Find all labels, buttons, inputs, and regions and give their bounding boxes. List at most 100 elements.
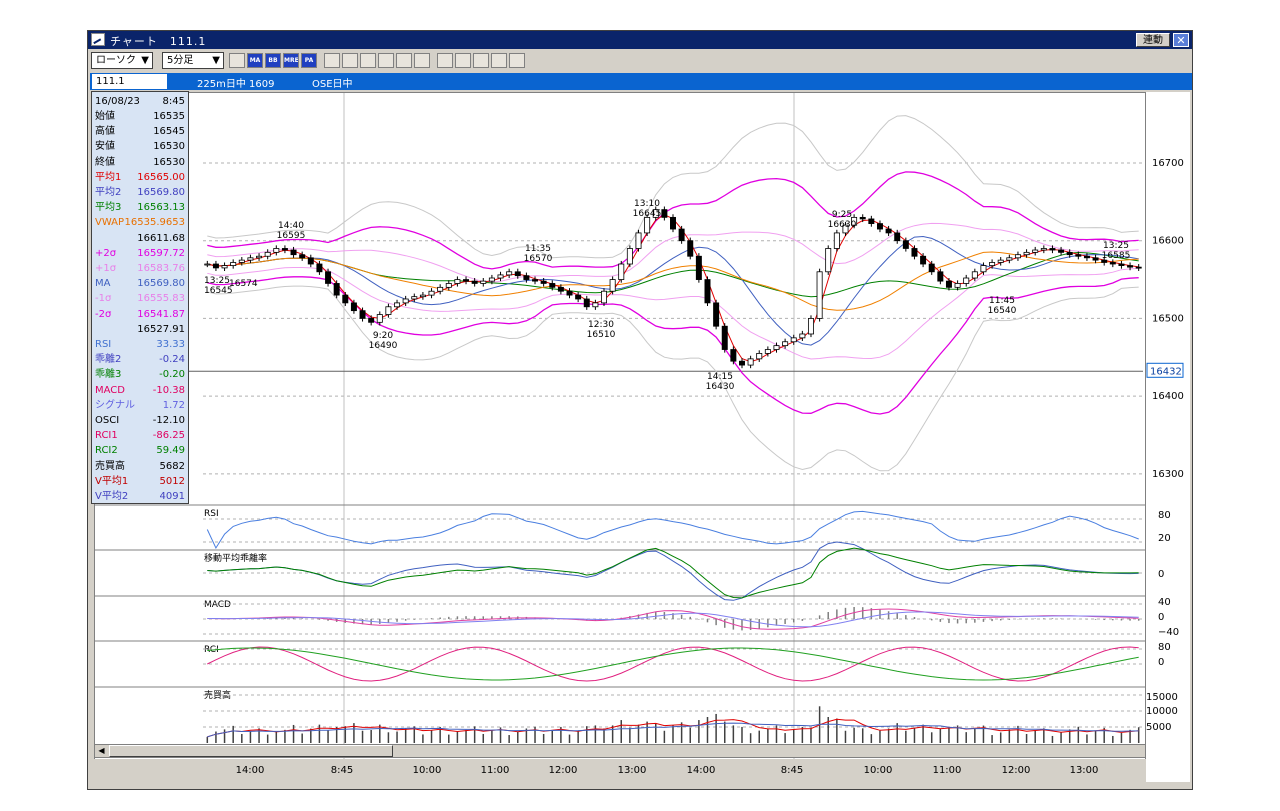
pa-icon[interactable]: PA xyxy=(301,53,317,68)
panel-row-key: -1σ xyxy=(95,293,112,305)
fib-icon[interactable] xyxy=(360,53,376,68)
candle-body xyxy=(799,333,806,339)
panel-row: 16527.91 xyxy=(95,322,185,337)
annotation-price: 16545 xyxy=(204,286,233,296)
panel-row: 安値 16530 xyxy=(95,139,185,154)
panel-row-value: 1.72 xyxy=(162,399,185,411)
panel-row: MACD -10.38 xyxy=(95,383,185,398)
zoom-icon[interactable] xyxy=(378,53,394,68)
candle-body xyxy=(316,263,323,273)
pane-label: RSI xyxy=(204,509,219,519)
scroll-thumb[interactable] xyxy=(109,745,393,757)
candle-icon[interactable] xyxy=(414,53,430,68)
panel-row-key: 終値 xyxy=(95,156,115,168)
panel-row: 終値 16530 xyxy=(95,155,185,170)
time-tick-label: 8:45 xyxy=(331,765,353,776)
scroll-left-icon[interactable]: ◀ xyxy=(98,746,105,755)
panel-row-key: 平均3 xyxy=(95,202,122,214)
panel-row-key: V平均2 xyxy=(95,491,129,502)
candle-body xyxy=(230,262,237,266)
candle-body xyxy=(626,248,633,265)
indicator-tick-label: 20 xyxy=(1158,533,1171,544)
chart-area[interactable]: 14:40 16595 13:25 16545 16574 9:20 16490 11:35 1… xyxy=(94,92,1146,774)
panel-row: 平均2 16569.80 xyxy=(95,185,185,200)
candle-body xyxy=(868,218,875,224)
annotation-time: 12:30 xyxy=(588,320,614,330)
candle-body xyxy=(980,265,987,273)
panel-time: 8:45 xyxy=(162,96,185,107)
candle-body xyxy=(971,271,978,279)
candle-body xyxy=(997,259,1004,263)
time-axis: 14:00 8:45 10:00 11:00 12:00 13:00 14:00 8:45 10… xyxy=(94,759,1146,789)
pen-icon[interactable] xyxy=(437,53,453,68)
candle-body xyxy=(480,280,487,284)
panel-row: -2σ 16541.87 xyxy=(95,307,185,322)
time-tick-label: 14:00 xyxy=(236,765,265,776)
candle-body xyxy=(920,255,927,265)
horizontal-scrollbar[interactable]: ◀ xyxy=(94,744,1146,758)
annotation-price: 16595 xyxy=(277,231,306,241)
candle-body xyxy=(902,240,909,249)
candle-body xyxy=(385,306,392,315)
candle-body xyxy=(264,251,271,257)
cursor-icon[interactable] xyxy=(455,53,471,68)
annotation-price: 16510 xyxy=(587,330,616,340)
panel-row-value: 5012 xyxy=(159,475,185,487)
candle-body xyxy=(833,232,840,249)
panel-row-key: RSI xyxy=(95,339,112,350)
candle-body xyxy=(609,279,616,292)
candle-body xyxy=(1118,263,1125,266)
candle-body xyxy=(807,318,814,335)
panel-row: MA 16569.80 xyxy=(95,276,185,291)
settings-icon[interactable] xyxy=(509,53,525,68)
panel-row-key: +1σ xyxy=(95,263,117,274)
symbol-input[interactable]: 111.1 xyxy=(92,74,167,89)
ma-icon[interactable]: MA xyxy=(247,53,263,68)
candle-body xyxy=(256,255,263,259)
candle-body xyxy=(212,263,219,269)
candle-body xyxy=(1135,266,1142,269)
price-tick-label: 16500 xyxy=(1152,313,1184,324)
indicator-tick-label: 5000 xyxy=(1146,722,1171,733)
indicator-tick-label: 80 xyxy=(1158,510,1171,521)
candle-body xyxy=(1109,262,1116,265)
trend-icon[interactable] xyxy=(342,53,358,68)
candle-body xyxy=(773,345,780,350)
instrument-desc: 225m日中 1609 xyxy=(197,79,275,90)
dev3-line xyxy=(207,547,1139,599)
eraser-icon[interactable] xyxy=(473,53,489,68)
candle-body xyxy=(928,263,935,273)
indicator-tick-label: 0 xyxy=(1158,657,1164,668)
link-button[interactable]: 連動 xyxy=(1136,33,1170,47)
panel-row-key: OSCI xyxy=(95,415,120,426)
candle-body xyxy=(583,298,590,308)
panel-row-key: 始値 xyxy=(95,111,115,122)
panel-row-key: シグナル xyxy=(95,399,135,411)
candle-body xyxy=(644,216,651,234)
panel-row-value: 16563.13 xyxy=(137,202,185,214)
indicator-tick-label: −40 xyxy=(1158,627,1179,638)
line-icon[interactable] xyxy=(324,53,340,68)
annotation-time: 9:25 xyxy=(832,210,852,220)
bb-icon[interactable]: BB xyxy=(265,53,281,68)
panel-row-value: 16569.80 xyxy=(137,278,185,290)
time-tick-label: 14:00 xyxy=(687,765,716,776)
candle-body xyxy=(1092,257,1099,261)
panel-row-value: 16565.00 xyxy=(137,171,185,183)
chart-icon[interactable] xyxy=(229,53,245,68)
search-icon[interactable] xyxy=(491,53,507,68)
close-icon[interactable]: ✕ xyxy=(1173,33,1189,47)
indicator-tick-label: 0 xyxy=(1158,612,1164,623)
candle-body xyxy=(618,263,625,280)
panel-row-key: 平均2 xyxy=(95,187,122,198)
title-bar[interactable]: チャート 111.1 連動 ✕ xyxy=(88,31,1192,49)
candle-body xyxy=(1101,259,1108,263)
candle-body xyxy=(782,341,789,347)
candle-body xyxy=(704,279,711,304)
grid-icon[interactable] xyxy=(396,53,412,68)
candle-body xyxy=(273,248,280,253)
mre-icon[interactable]: MRE xyxy=(283,53,299,68)
chevron-down-icon: ▼ xyxy=(212,55,220,66)
chart-type-select[interactable]: ローソク ▼ xyxy=(91,52,153,69)
interval-select[interactable]: 5分足 ▼ xyxy=(162,52,224,69)
